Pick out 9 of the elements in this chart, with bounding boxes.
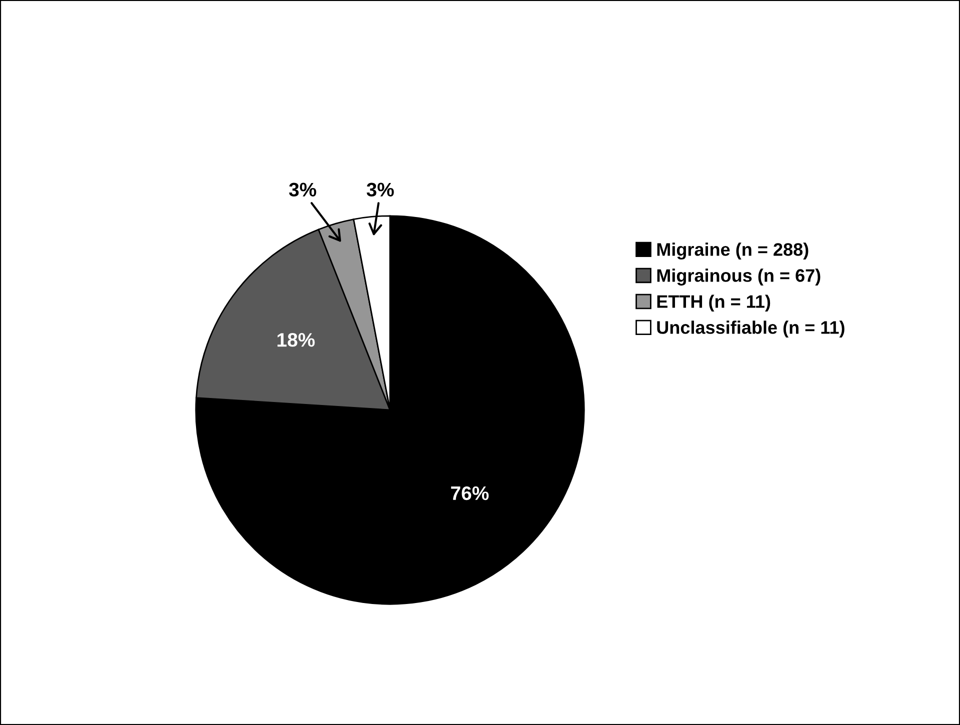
data-label: 3% <box>366 182 394 197</box>
legend-label: ETTH (n = 11) <box>657 294 770 312</box>
data-label: 76% <box>451 486 489 500</box>
legend-label: Unclassifiable (n = 11) <box>657 320 844 338</box>
legend-label: Migraine (n = 288) <box>657 242 808 260</box>
data-label: 18% <box>278 332 315 347</box>
data-label: 3% <box>289 182 316 197</box>
legend-label: Migrainous (n = 67) <box>657 268 820 286</box>
pie-slice <box>195 215 585 605</box>
